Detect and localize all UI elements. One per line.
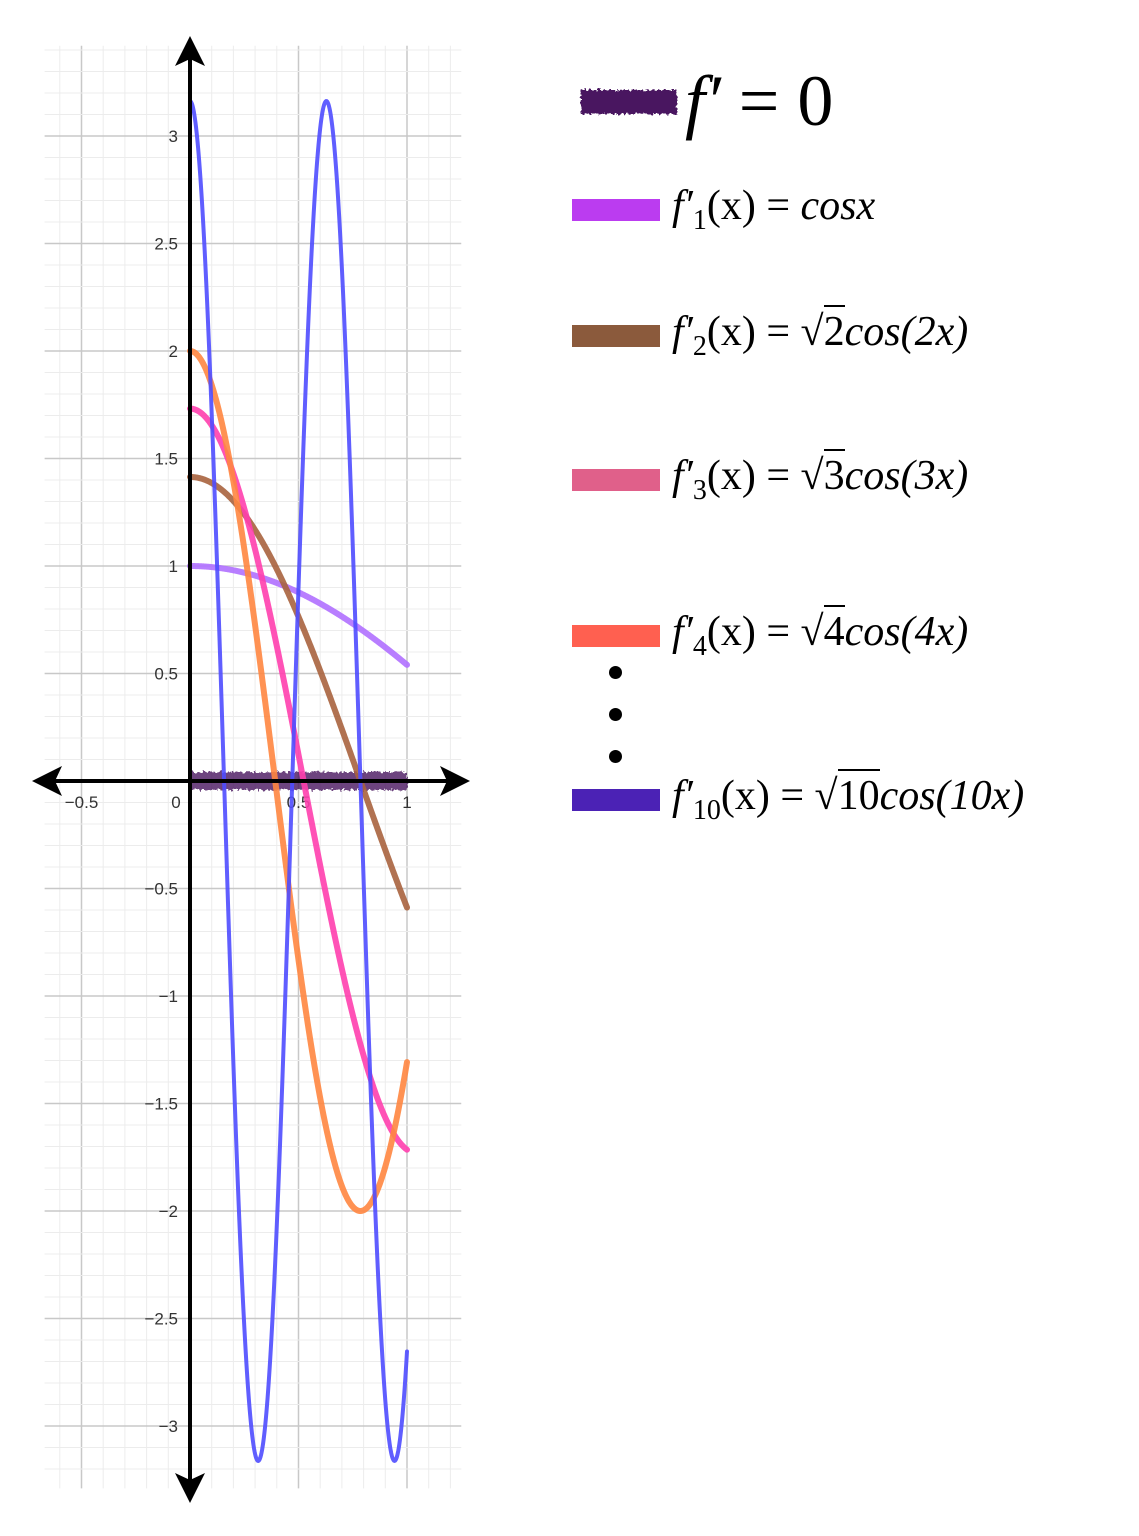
sqrt-icon: √ bbox=[800, 609, 824, 655]
legend-swatch bbox=[572, 324, 660, 347]
legend-title-lhs: f′ bbox=[685, 61, 721, 141]
sqrt-icon: √ bbox=[800, 309, 824, 355]
curve-f4 bbox=[187, 348, 410, 1215]
legend-swatch bbox=[572, 198, 660, 221]
legend-sub: 4 bbox=[692, 631, 707, 662]
y-tick-label: 0.5 bbox=[154, 665, 178, 684]
legend-rest: cos(4x) bbox=[844, 609, 969, 655]
legend-mid: (x) = bbox=[706, 453, 801, 499]
legend-f: f′ bbox=[672, 453, 693, 499]
legend-sub: 2 bbox=[692, 331, 707, 362]
legend-rest: cos(2x) bbox=[844, 309, 969, 355]
grid bbox=[44, 45, 462, 1489]
y-tick-label: −1 bbox=[159, 987, 178, 1006]
y-tick-label: −2.5 bbox=[144, 1310, 178, 1329]
scribble-swatch bbox=[581, 89, 677, 114]
ellipsis-dot bbox=[609, 666, 622, 679]
legend-sqrt-arg: 10 bbox=[837, 769, 880, 819]
ellipsis-dot bbox=[609, 750, 622, 763]
y-tick-label: −2 bbox=[159, 1202, 178, 1221]
chart-area: −0.5 0 0.5 132.521.510.5−0.5−1−1.5−2−2.5−3 bbox=[32, 36, 470, 1503]
y-tick-label: −1.5 bbox=[144, 1095, 178, 1114]
y-axis-down-arrow-icon bbox=[175, 1473, 205, 1503]
legend-title-eq: = bbox=[720, 61, 798, 141]
legend-rest: cosx bbox=[800, 183, 876, 229]
legend-entry: f′2(x) = √2cos(2x) bbox=[572, 305, 969, 363]
sqrt-icon: √ bbox=[800, 453, 824, 499]
sqrt-icon: √ bbox=[814, 773, 838, 819]
legend-f: f′ bbox=[672, 183, 693, 229]
ellipsis-dot bbox=[609, 708, 622, 721]
legend-entry: f′4(x) = √4cos(4x) bbox=[572, 605, 969, 663]
legend-sqrt-arg: 2 bbox=[823, 305, 845, 355]
curves bbox=[187, 99, 410, 1464]
y-tick-label: −3 bbox=[159, 1417, 178, 1436]
legend-f: f′ bbox=[672, 609, 693, 655]
legend-sqrt-arg: 4 bbox=[823, 605, 845, 655]
x-tick-label: 0 bbox=[171, 793, 180, 812]
legend-f: f′ bbox=[672, 309, 693, 355]
y-axis-up-arrow-icon bbox=[175, 36, 205, 66]
y-tick-label: 2 bbox=[169, 342, 178, 361]
legend-rest: cos(10x) bbox=[879, 773, 1025, 819]
y-tick-label: 2.5 bbox=[154, 235, 178, 254]
axes bbox=[32, 36, 470, 1503]
legend-sqrt-arg: 3 bbox=[823, 449, 845, 499]
y-tick-label: 3 bbox=[169, 127, 178, 146]
x-axis-left-arrow-icon bbox=[32, 766, 62, 796]
x-tick-label: −0.5 bbox=[65, 793, 99, 812]
y-tick-label: −0.5 bbox=[144, 880, 178, 899]
legend-entry: f′10(x) = √10cos(10x) bbox=[572, 769, 1025, 827]
legend-sub: 3 bbox=[692, 475, 707, 506]
legend-mid: (x) = bbox=[706, 183, 801, 229]
legend-rest: cos(3x) bbox=[844, 453, 969, 499]
y-tick-label: 1 bbox=[169, 557, 178, 576]
legend-sub: 10 bbox=[692, 795, 721, 826]
legend-mid: (x) = bbox=[720, 773, 815, 819]
x-tick-label: 1 bbox=[402, 793, 411, 812]
legend-f: f′ bbox=[672, 773, 693, 819]
legend-swatch bbox=[572, 624, 660, 647]
x-axis-right-arrow-icon bbox=[440, 766, 470, 796]
legend-swatch bbox=[572, 468, 660, 491]
curve-f10 bbox=[188, 99, 409, 1464]
legend-title: f′ = 0 bbox=[575, 60, 833, 143]
legend-mid: (x) = bbox=[706, 609, 801, 655]
legend-entry: f′1(x) = cosx bbox=[572, 182, 875, 237]
legend-mid: (x) = bbox=[706, 309, 801, 355]
tick-labels: −0.5 0 0.5 132.521.510.5−0.5−1−1.5−2−2.5−3 bbox=[65, 127, 412, 1436]
legend-swatch bbox=[572, 788, 660, 811]
legend-title-rhs: 0 bbox=[797, 61, 834, 141]
legend-entry: f′3(x) = √3cos(3x) bbox=[572, 449, 969, 507]
y-tick-label: 1.5 bbox=[154, 450, 178, 469]
legend-sub: 1 bbox=[692, 205, 707, 236]
